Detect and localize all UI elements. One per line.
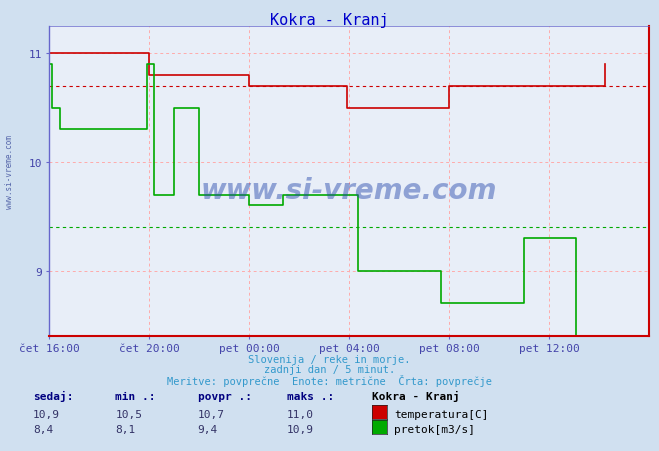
Text: www.si-vreme.com: www.si-vreme.com [201,177,498,205]
Text: 8,1: 8,1 [115,424,136,434]
Text: 10,9: 10,9 [287,424,314,434]
Text: 10,7: 10,7 [198,409,225,419]
Text: 9,4: 9,4 [198,424,218,434]
Text: 10,9: 10,9 [33,409,60,419]
Text: Kokra - Kranj: Kokra - Kranj [372,390,460,401]
Text: pretok[m3/s]: pretok[m3/s] [394,424,475,434]
Text: 8,4: 8,4 [33,424,53,434]
Text: povpr .:: povpr .: [198,391,252,401]
Text: www.si-vreme.com: www.si-vreme.com [5,134,14,208]
Text: 10,5: 10,5 [115,409,142,419]
Text: Slovenija / reke in morje.: Slovenija / reke in morje. [248,354,411,364]
Text: maks .:: maks .: [287,391,334,401]
Text: min .:: min .: [115,391,156,401]
Text: sedaj:: sedaj: [33,390,73,401]
Text: Meritve: povprečne  Enote: metrične  Črta: povprečje: Meritve: povprečne Enote: metrične Črta:… [167,374,492,386]
Text: Kokra - Kranj: Kokra - Kranj [270,13,389,28]
Text: zadnji dan / 5 minut.: zadnji dan / 5 minut. [264,364,395,374]
Text: 11,0: 11,0 [287,409,314,419]
Text: temperatura[C]: temperatura[C] [394,409,488,419]
